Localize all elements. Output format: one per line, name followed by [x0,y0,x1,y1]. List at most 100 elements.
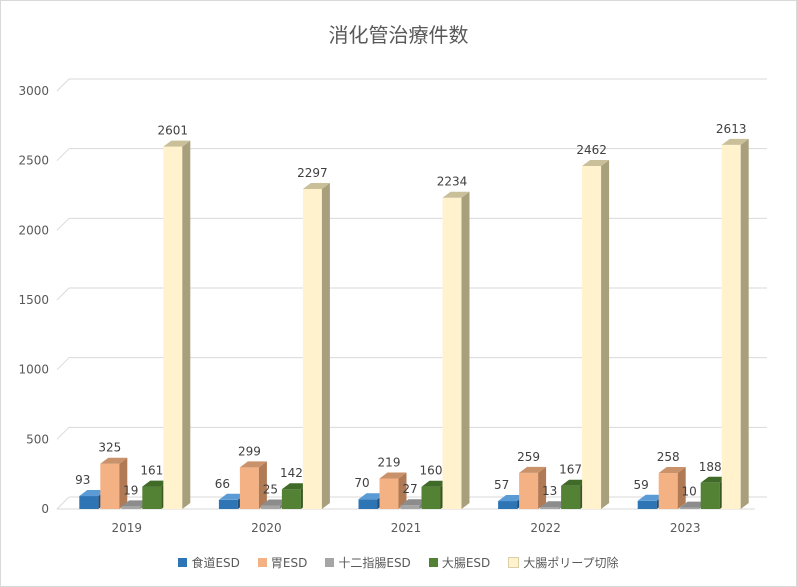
data-label: 142 [280,466,303,480]
bar-front [239,467,259,509]
bar-2021-4 [442,191,470,509]
bar-top [637,494,665,501]
bar-side [321,182,330,509]
legend-label: 胃ESD [270,556,308,570]
bar-front [498,501,518,509]
bar-side [182,140,191,509]
gridline-depth [56,217,70,231]
gridline-depth [56,287,70,301]
gridline-depth [56,357,70,371]
gridline-depth [56,426,70,440]
gridline-depth [56,148,70,162]
bar-top [121,500,149,507]
bar-2022-4 [582,159,610,509]
bar-front [519,472,539,509]
bar-front [421,486,441,509]
bar-top [658,467,686,474]
legend-item: 大腸ポリープ切除 [508,554,619,571]
bar-side [601,159,610,509]
data-label: 219 [378,455,401,469]
y-tick-label: 2000 [18,223,49,237]
bar-2019-1 [100,457,128,509]
bar-top [700,476,728,483]
bar-top [239,461,267,468]
data-label: 2613 [716,122,747,136]
legend-item: 十二指腸ESD [325,554,411,571]
data-label: 259 [517,450,540,464]
bar-front [79,496,99,509]
bar-front [163,146,183,509]
bar-front [121,506,141,509]
bar-2022-1 [519,466,547,509]
data-label: 325 [98,441,121,455]
bar-side [538,466,547,509]
bar-front [100,463,120,509]
bar-top [100,457,128,464]
bar-front [582,165,602,509]
legend-label: 大腸ESD [441,556,491,570]
bar-2019-4 [163,140,191,509]
data-label: 2462 [576,143,607,157]
y-tick-label: 1000 [18,363,49,377]
bar-top [442,191,470,198]
gridline-depth [56,496,70,510]
bar-2023-4 [721,138,749,509]
bar-side [461,191,470,509]
bar-side [258,461,267,509]
bar-top [142,480,170,487]
data-label: 19 [123,483,138,497]
bar-top [260,499,288,506]
bar-front [400,505,420,509]
legend-swatch [325,558,335,567]
bar-2020-1 [239,461,267,509]
x-tick-label: 2019 [112,521,143,535]
data-label: 161 [140,464,163,478]
legend-swatch [178,558,188,567]
bar-side [398,472,407,509]
bar-front [302,188,322,509]
x-tick-label: 2023 [670,521,701,535]
legend-swatch [428,558,438,567]
x-tick-label: 2021 [391,521,422,535]
bar-front [637,500,657,509]
bar-front [442,197,462,509]
bar-2021-1 [379,472,407,509]
data-label: 57 [494,478,509,492]
legend-item: 大腸ESD [428,554,491,571]
data-label: 59 [634,478,649,492]
legend: 食道ESD 胃ESD 十二指腸ESD 大腸ESD 大腸ポリープ切除 [1,554,796,571]
bar-top [79,490,107,497]
bar-front [540,507,560,509]
y-tick-label: 1500 [18,293,49,307]
bar-front [658,473,678,509]
bar-top [721,138,749,145]
data-label: 93 [75,473,90,487]
data-label: 258 [657,450,680,464]
legend-item: 胃ESD [257,554,308,571]
bar-top [498,495,526,502]
data-label: 188 [699,460,722,474]
legend-label: 大腸ポリープ切除 [523,556,619,570]
bar-top [163,140,191,147]
bar-top [218,493,246,500]
bar-top [281,483,309,490]
legend-swatch [508,557,520,568]
x-tick-label: 2022 [530,521,561,535]
data-label: 25 [263,483,278,497]
data-label: 27 [402,482,417,496]
data-label: 70 [354,476,369,490]
data-label: 2297 [297,166,328,180]
legend-label: 十二指腸ESD [338,556,411,570]
bar-2023-1 [658,467,686,509]
bar-top [679,501,707,508]
data-label: 167 [559,463,582,477]
bar-side [677,467,686,509]
legend-swatch [257,558,267,567]
y-tick-label: 3000 [18,84,49,98]
bar-top [519,466,547,473]
legend-label: 食道ESD [191,556,240,570]
bar-top [561,479,589,486]
bar-front [218,499,238,509]
